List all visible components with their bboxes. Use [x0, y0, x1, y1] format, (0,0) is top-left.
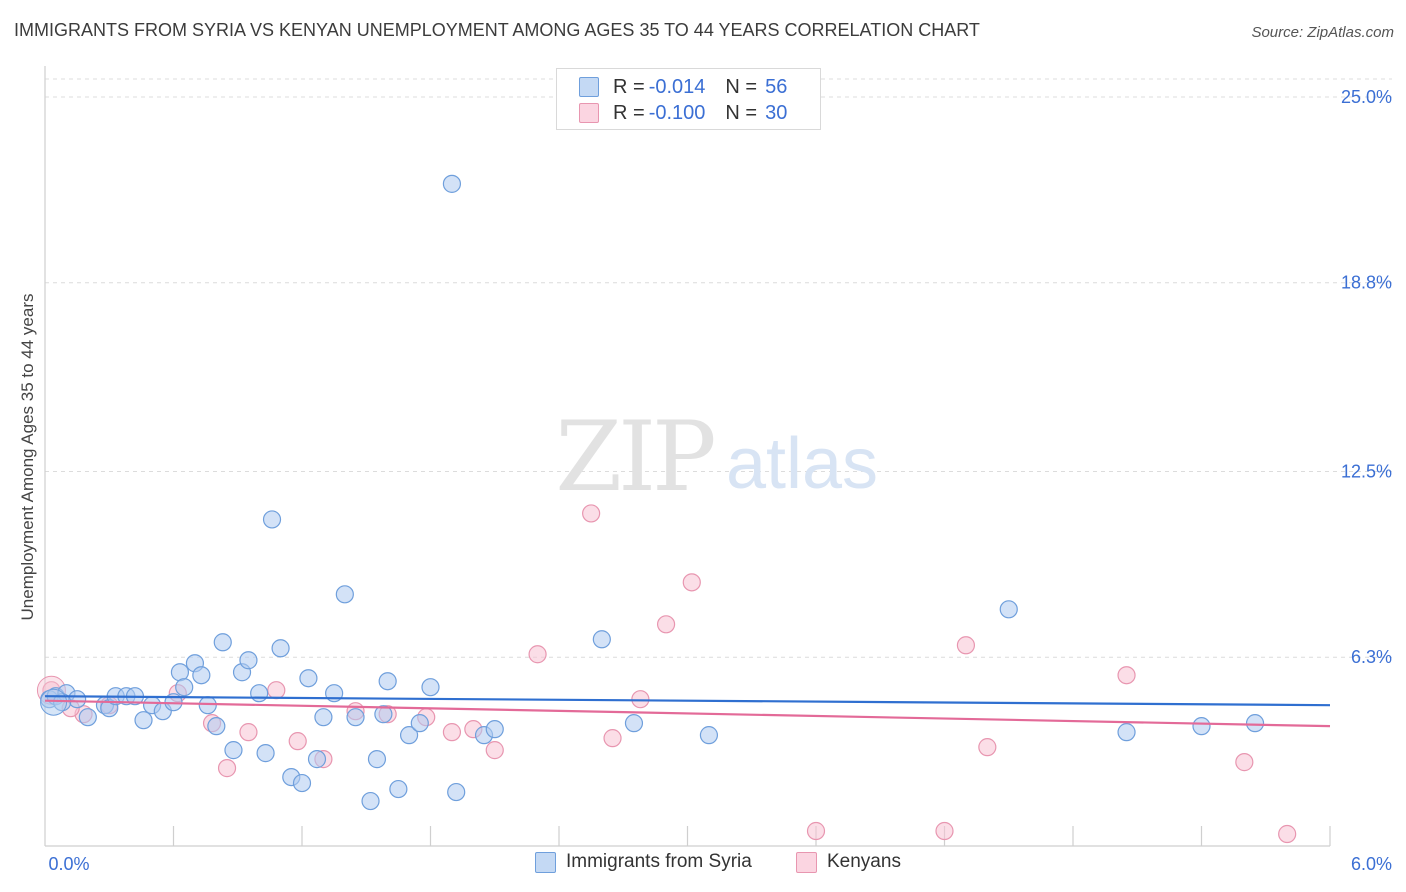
legend-n-value: 30: [765, 101, 788, 124]
series-legend: Immigrants from Syria Kenyans: [0, 851, 1406, 879]
point-syria: [256, 744, 275, 763]
legend-item-kenyans[interactable]: Kenyans: [796, 851, 901, 873]
point-kenyans: [1235, 753, 1254, 772]
point-kenyans: [288, 732, 307, 751]
watermark-zip: ZIP: [555, 401, 714, 513]
point-syria: [442, 174, 462, 193]
point-syria: [307, 750, 327, 769]
point-syria: [207, 717, 226, 736]
point-kenyans: [582, 504, 601, 523]
point-syria: [271, 639, 290, 658]
point-kenyans: [978, 738, 997, 757]
point-syria: [999, 600, 1018, 619]
watermark-atlas: atlas: [726, 424, 878, 504]
point-syria: [1192, 717, 1211, 736]
legend-swatch-kenyans: [579, 103, 599, 123]
legend-n-label: N =: [725, 75, 758, 98]
axes: [44, 66, 1331, 847]
legend-r-value: -0.014: [648, 75, 706, 98]
point-kenyans: [528, 645, 547, 664]
point-syria: [262, 510, 282, 529]
point-kenyans: [631, 690, 650, 709]
point-syria: [175, 678, 194, 697]
x-tick-label: 0.0%: [48, 854, 89, 874]
point-syria: [624, 714, 644, 733]
point-kenyans: [603, 729, 622, 748]
point-syria: [389, 779, 408, 799]
point-syria: [1245, 714, 1265, 733]
y-tick-label: 12.5%: [1341, 461, 1392, 481]
x-tick-label: 6.0%: [1351, 854, 1392, 874]
point-syria: [447, 782, 466, 802]
source-label: Source: ZipAtlas.com: [1251, 24, 1394, 41]
legend-swatch-kenyans: [796, 851, 817, 873]
point-syria: [314, 708, 333, 727]
legend-label-kenyans: Kenyans: [827, 851, 901, 872]
point-syria: [399, 726, 419, 745]
legend-n-label: N =: [725, 101, 758, 124]
point-syria: [378, 672, 397, 691]
legend-r-label: R =: [613, 75, 645, 98]
legend-swatch-syria: [535, 851, 556, 873]
point-syria: [592, 630, 611, 649]
point-kenyans: [806, 821, 826, 841]
legend-item-syria[interactable]: Immigrants from Syria: [535, 851, 752, 873]
legend-row-syria: R = -0.014 N = 56: [579, 75, 787, 99]
point-syria: [250, 684, 269, 703]
chart-title: IMMIGRANTS FROM SYRIA VS KENYAN UNEMPLOY…: [14, 20, 980, 40]
point-syria: [699, 726, 719, 745]
point-syria: [346, 708, 365, 727]
point-syria: [213, 633, 232, 652]
y-tick-label: 25.0%: [1341, 87, 1392, 107]
point-syria: [134, 711, 153, 730]
point-syria: [361, 791, 380, 811]
point-syria: [40, 688, 68, 716]
trend-lines: [44, 695, 1331, 728]
legend-swatch-syria: [579, 77, 599, 97]
y-tick-label: 18.8%: [1341, 273, 1392, 293]
syria-points: [40, 174, 1265, 811]
point-kenyans: [485, 741, 504, 760]
point-syria: [78, 708, 97, 727]
point-syria: [299, 669, 318, 688]
point-kenyans: [239, 723, 258, 742]
point-kenyans: [1117, 666, 1136, 685]
legend-r-label: R =: [613, 101, 645, 124]
point-kenyans: [267, 681, 286, 700]
grid-lines: [45, 78, 1392, 658]
trend-line-syria: [44, 695, 1331, 707]
point-syria: [1117, 723, 1136, 742]
y-tick-label: 6.3%: [1351, 647, 1392, 667]
point-syria: [367, 750, 387, 769]
correlation-legend: R = -0.014 N = 56 R = -0.100 N = 30: [556, 68, 821, 130]
y-tick-labels: 6.3% 12.5% 18.8% 25.0% 0.0% 6.0%: [48, 87, 1392, 874]
point-kenyans: [442, 723, 462, 742]
point-syria: [485, 720, 504, 739]
kenyans-points: [36, 504, 1297, 844]
point-kenyans: [1278, 824, 1297, 844]
legend-row-kenyans: R = -0.100 N = 30: [579, 101, 787, 125]
point-syria: [192, 666, 211, 685]
point-syria: [421, 678, 440, 697]
trend-line-kenyans: [44, 699, 1331, 728]
point-kenyans: [217, 759, 237, 778]
point-syria: [68, 690, 87, 709]
point-syria: [198, 696, 217, 715]
point-kenyans: [656, 615, 676, 634]
legend-label-syria: Immigrants from Syria: [566, 851, 752, 872]
point-syria: [410, 714, 429, 733]
point-syria: [224, 741, 243, 760]
point-syria: [239, 651, 258, 670]
legend-n-value: 56: [765, 75, 788, 98]
point-kenyans: [956, 636, 976, 655]
legend-r-value: -0.100: [648, 101, 706, 124]
point-syria: [335, 585, 354, 604]
point-syria: [374, 705, 393, 724]
point-syria: [170, 663, 190, 682]
point-kenyans: [682, 573, 701, 592]
point-syria: [292, 773, 312, 793]
point-kenyans: [935, 821, 954, 841]
